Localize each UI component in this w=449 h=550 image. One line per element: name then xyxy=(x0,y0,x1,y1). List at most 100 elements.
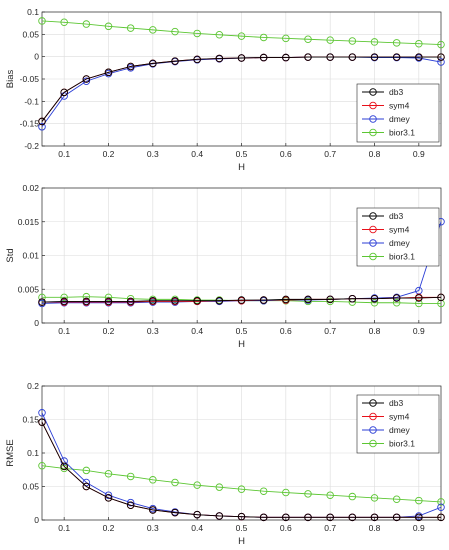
x-tick-label: 0.4 xyxy=(191,149,203,159)
data-point-db3 xyxy=(326,295,334,304)
data-point-db3 xyxy=(370,513,379,522)
legend-marker-bior3.1 xyxy=(369,439,377,448)
x-tick-label: 0.5 xyxy=(236,149,248,159)
data-point-db3 xyxy=(437,293,445,302)
legend-label-sym4: sym4 xyxy=(389,101,410,111)
data-point-bior3.1 xyxy=(126,472,135,481)
legend-label-sym4: sym4 xyxy=(389,412,410,422)
data-point-bior3.1 xyxy=(126,24,135,32)
legend-label-bior3.1: bior3.1 xyxy=(389,439,415,449)
data-point-db3 xyxy=(60,297,68,306)
data-point-db3 xyxy=(215,512,224,520)
data-point-db3 xyxy=(237,54,246,62)
data-point-bior3.1 xyxy=(237,32,246,40)
data-point-bior3.1 xyxy=(392,299,401,307)
data-point-db3 xyxy=(82,75,91,83)
data-point-db3 xyxy=(304,295,312,304)
data-point-db3 xyxy=(215,296,224,305)
data-point-db3 xyxy=(237,512,246,521)
legend: db3 sym4 dmey bior3.1 xyxy=(356,394,440,454)
data-point-db3 xyxy=(282,295,290,304)
data-point-bior3.1 xyxy=(348,37,357,45)
data-point-bior3.1 xyxy=(326,297,334,306)
x-tick-label: 0.8 xyxy=(369,523,381,533)
x-tick-label: 0.4 xyxy=(191,523,203,533)
data-point-bior3.1 xyxy=(149,26,157,34)
data-point-bior3.1 xyxy=(282,34,290,43)
series-db3 xyxy=(38,293,445,306)
data-point-db3 xyxy=(259,513,268,522)
data-point-bior3.1 xyxy=(38,293,46,302)
x-tick-label: 0.3 xyxy=(147,523,159,533)
data-point-bior3.1 xyxy=(193,29,201,38)
data-point-bior3.1 xyxy=(104,293,113,302)
y-tick-label: 0.1 xyxy=(27,7,39,17)
data-point-db3 xyxy=(126,297,135,306)
data-point-dmey xyxy=(437,58,445,66)
legend-marker-sym4 xyxy=(369,225,377,234)
data-point-bior3.1 xyxy=(215,483,224,491)
data-point-bior3.1 xyxy=(437,40,445,49)
data-point-db3 xyxy=(392,294,401,302)
data-point-bior3.1 xyxy=(149,476,157,484)
data-point-db3 xyxy=(171,57,179,65)
y-tick-label: 0.05 xyxy=(22,482,39,492)
x-tick-label: 0.6 xyxy=(280,523,292,533)
legend-marker-sym4 xyxy=(369,101,377,110)
data-point-dmey xyxy=(38,123,46,131)
data-point-bior3.1 xyxy=(171,27,179,36)
data-point-bior3.1 xyxy=(370,494,379,502)
data-point-bior3.1 xyxy=(193,481,201,489)
chart-panel-2: 0.1 0.2 0.3 0.4 0.5 0.6 0.7 0.8 0.9 0 0.005 0.01 0.0… xyxy=(5,183,445,350)
data-point-dmey xyxy=(126,498,135,507)
y-tick-label: -0.1 xyxy=(24,96,39,106)
data-point-db3 xyxy=(348,513,357,522)
data-point-db3 xyxy=(415,294,423,302)
legend-marker-dmey xyxy=(369,115,377,123)
legend-marker-dmey xyxy=(369,239,377,247)
data-point-db3 xyxy=(259,53,268,62)
data-point-bior3.1 xyxy=(259,33,268,42)
data-point-bior3.1 xyxy=(415,496,423,505)
x-tick-label: 0.3 xyxy=(147,149,159,159)
legend-label-db3: db3 xyxy=(389,87,403,97)
x-axis-label: H xyxy=(238,339,245,350)
y-tick-label: -0.2 xyxy=(24,141,39,151)
data-point-db3 xyxy=(348,53,357,61)
data-point-db3 xyxy=(326,513,334,522)
data-point-db3 xyxy=(304,53,312,61)
series-bior3.1 xyxy=(38,461,445,506)
x-tick-label: 0.8 xyxy=(369,149,381,159)
data-point-bior3.1 xyxy=(38,17,46,25)
data-point-db3 xyxy=(415,513,423,522)
x-tick-label: 0.1 xyxy=(58,149,70,159)
series-db3 xyxy=(38,53,445,126)
y-tick-label: 0.15 xyxy=(22,415,39,425)
data-point-db3 xyxy=(193,296,201,305)
data-point-bior3.1 xyxy=(60,293,68,302)
series-line-db3 xyxy=(41,296,442,303)
data-point-db3 xyxy=(82,297,91,306)
data-point-db3 xyxy=(415,53,423,61)
data-point-db3 xyxy=(370,53,379,61)
legend-marker-db3 xyxy=(369,88,377,96)
data-point-db3 xyxy=(60,88,68,97)
data-point-bior3.1 xyxy=(282,488,290,497)
legend-label-db3: db3 xyxy=(389,211,403,221)
data-point-db3 xyxy=(104,297,113,306)
data-point-db3 xyxy=(82,482,91,491)
legend-marker-bior3.1 xyxy=(369,128,377,137)
y-axis-label: Std xyxy=(5,248,16,262)
legend-marker-db3 xyxy=(369,399,377,407)
data-point-db3 xyxy=(171,296,179,305)
data-point-bior3.1 xyxy=(237,485,246,493)
y-axis-label: Bias xyxy=(5,70,16,89)
y-tick-label: 0 xyxy=(34,52,39,62)
data-point-db3 xyxy=(149,296,157,305)
data-point-bior3.1 xyxy=(38,461,46,470)
x-tick-label: 0.6 xyxy=(280,149,292,159)
data-point-bior3.1 xyxy=(82,466,91,475)
data-point-bior3.1 xyxy=(370,38,379,46)
data-point-dmey xyxy=(60,457,68,465)
